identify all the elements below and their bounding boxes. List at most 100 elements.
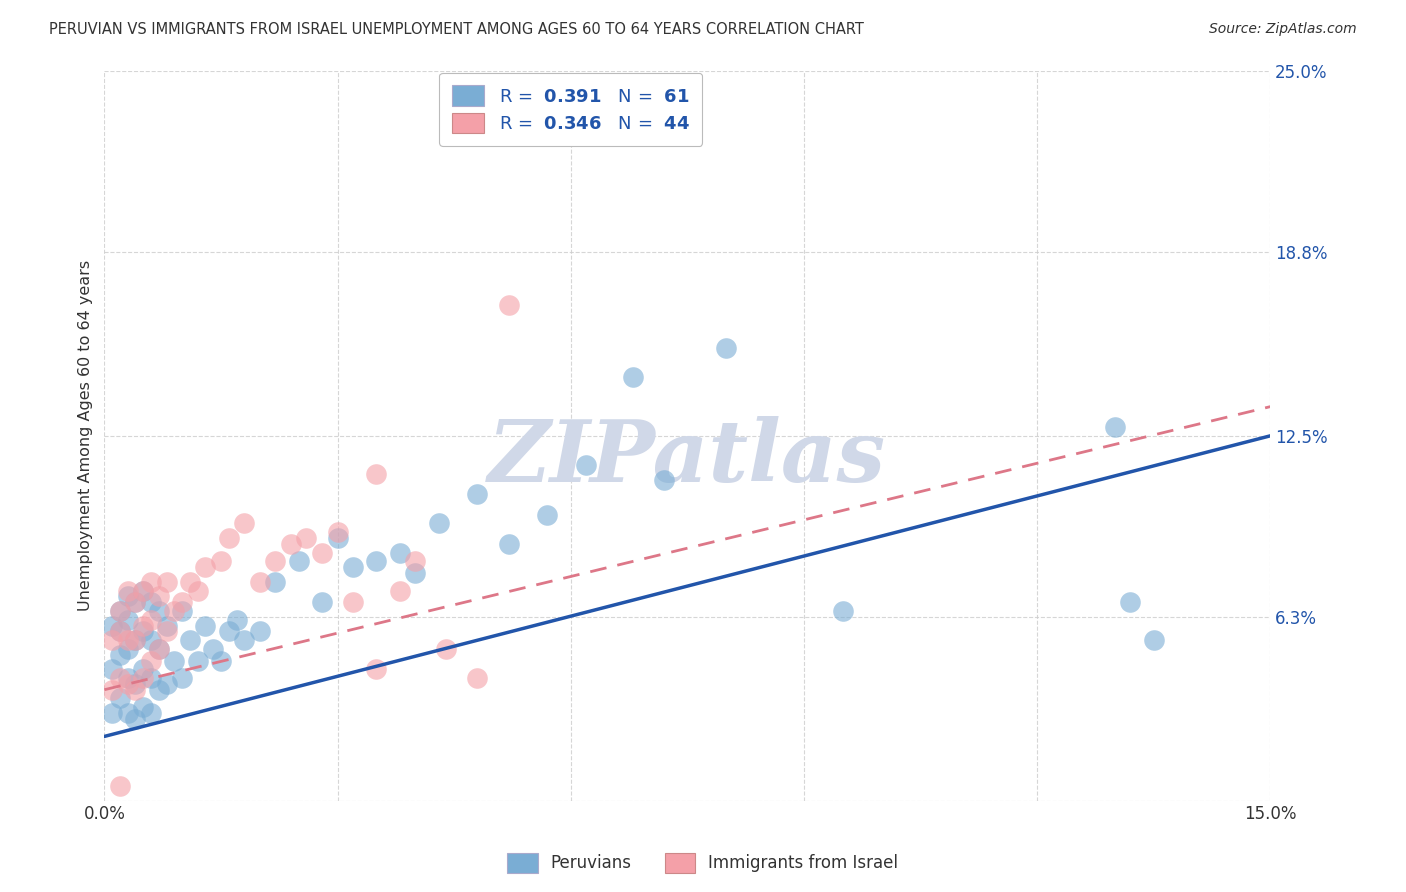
Point: [108, 604, 131, 618]
Legend: R =  $\mathbf{0.391}$   N =  $\mathbf{61}$, R =  $\mathbf{0.346}$   N =  $\mathb: R = $\mathbf{0.391}$ N = $\mathbf{61}$, …: [439, 73, 702, 146]
Point: [404, 566, 426, 580]
Point: [187, 583, 209, 598]
Point: [311, 595, 333, 609]
Point: [225, 613, 247, 627]
Point: [155, 618, 177, 632]
Point: [249, 574, 271, 589]
Point: [831, 604, 853, 618]
Point: [404, 554, 426, 568]
Point: [124, 633, 146, 648]
Point: [498, 297, 520, 311]
Point: [139, 633, 162, 648]
Point: [148, 682, 170, 697]
Point: [117, 613, 139, 627]
Point: [139, 671, 162, 685]
Point: [388, 583, 411, 598]
Point: [233, 633, 256, 648]
Point: [249, 624, 271, 639]
Point: [714, 341, 737, 355]
Point: [287, 554, 309, 568]
Point: [139, 706, 162, 720]
Point: [117, 641, 139, 656]
Point: [179, 633, 201, 648]
Point: [132, 662, 155, 676]
Point: [194, 560, 217, 574]
Point: [621, 370, 644, 384]
Point: [108, 624, 131, 639]
Y-axis label: Unemployment Among Ages 60 to 64 years: Unemployment Among Ages 60 to 64 years: [79, 260, 93, 611]
Point: [124, 677, 146, 691]
Point: [467, 671, 489, 685]
Point: [388, 545, 411, 559]
Point: [172, 671, 194, 685]
Point: [194, 618, 217, 632]
Point: [1104, 420, 1126, 434]
Point: [366, 467, 388, 481]
Point: [108, 691, 131, 706]
Text: Source: ZipAtlas.com: Source: ZipAtlas.com: [1209, 22, 1357, 37]
Point: [108, 604, 131, 618]
Text: ZIPatlas: ZIPatlas: [488, 416, 886, 500]
Point: [427, 516, 450, 531]
Point: [155, 677, 177, 691]
Point: [434, 641, 457, 656]
Point: [163, 604, 186, 618]
Point: [179, 574, 201, 589]
Point: [132, 624, 155, 639]
Point: [132, 618, 155, 632]
Point: [124, 682, 146, 697]
Point: [202, 641, 225, 656]
Point: [218, 531, 240, 545]
Point: [1119, 595, 1142, 609]
Legend: Peruvians, Immigrants from Israel: Peruvians, Immigrants from Israel: [501, 847, 905, 880]
Point: [132, 700, 155, 714]
Point: [366, 662, 388, 676]
Point: [536, 508, 558, 522]
Point: [264, 554, 287, 568]
Point: [132, 583, 155, 598]
Point: [155, 574, 177, 589]
Point: [187, 654, 209, 668]
Point: [148, 641, 170, 656]
Point: [139, 613, 162, 627]
Point: [117, 590, 139, 604]
Point: [101, 662, 124, 676]
Point: [342, 560, 364, 574]
Point: [139, 574, 162, 589]
Point: [326, 531, 349, 545]
Point: [295, 531, 318, 545]
Point: [148, 641, 170, 656]
Point: [209, 554, 232, 568]
Point: [108, 671, 131, 685]
Point: [652, 473, 675, 487]
Point: [498, 537, 520, 551]
Text: PERUVIAN VS IMMIGRANTS FROM ISRAEL UNEMPLOYMENT AMONG AGES 60 TO 64 YEARS CORREL: PERUVIAN VS IMMIGRANTS FROM ISRAEL UNEMP…: [49, 22, 865, 37]
Point: [326, 525, 349, 540]
Point: [124, 712, 146, 726]
Point: [139, 595, 162, 609]
Point: [132, 583, 155, 598]
Point: [101, 618, 124, 632]
Point: [117, 706, 139, 720]
Point: [366, 554, 388, 568]
Point: [155, 624, 177, 639]
Point: [117, 671, 139, 685]
Point: [117, 677, 139, 691]
Point: [117, 583, 139, 598]
Point: [172, 604, 194, 618]
Point: [342, 595, 364, 609]
Point: [233, 516, 256, 531]
Point: [148, 590, 170, 604]
Point: [280, 537, 302, 551]
Point: [311, 545, 333, 559]
Point: [117, 633, 139, 648]
Point: [124, 633, 146, 648]
Point: [101, 633, 124, 648]
Point: [132, 671, 155, 685]
Point: [163, 654, 186, 668]
Point: [101, 706, 124, 720]
Point: [467, 487, 489, 501]
Point: [124, 595, 146, 609]
Point: [1143, 633, 1166, 648]
Point: [218, 624, 240, 639]
